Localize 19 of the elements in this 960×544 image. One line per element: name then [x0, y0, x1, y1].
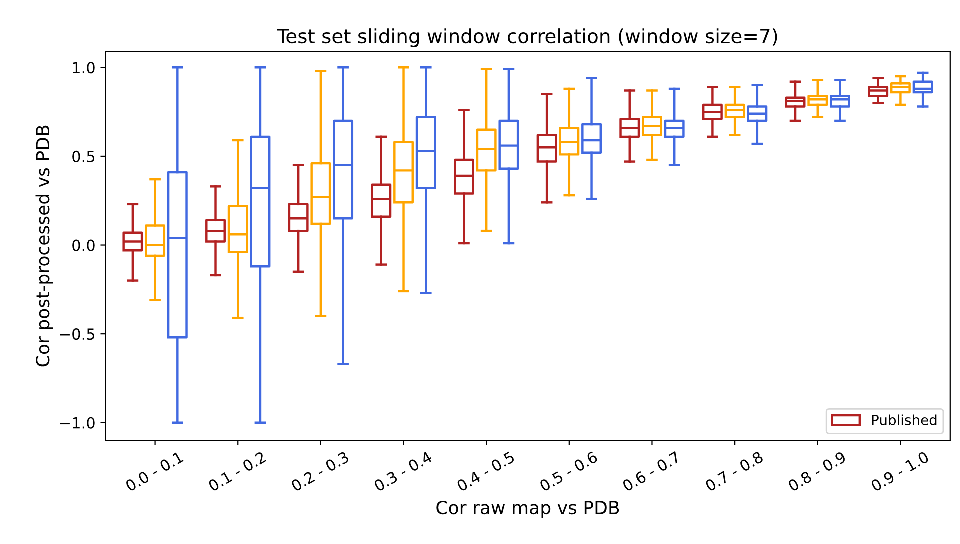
x-tick-label: 0.7 - 0.8	[704, 451, 764, 492]
y-tick-label: 1.0	[73, 62, 95, 74]
x-tick-label: 0.1 - 0.2	[208, 451, 267, 492]
x-tick-label: 0.3 - 0.4	[373, 451, 433, 492]
y-axis-title: Cor post-processed vs PDB	[36, 126, 54, 367]
y-tick-label: 0.0	[72, 240, 95, 252]
y-tick-label: −1.0	[60, 417, 95, 429]
chart-title: Test set sliding window correlation (window size=7)	[277, 28, 778, 48]
legend-label: Published	[872, 414, 937, 426]
x-tick-label: 0.4 - 0.5	[456, 451, 516, 492]
x-axis-title: Cor raw map vs PDB	[436, 500, 620, 518]
x-tick-label: 0.6 - 0.7	[622, 451, 681, 492]
y-tick-label: 0.5	[72, 150, 95, 162]
x-tick-label: 0.8 - 0.9	[788, 451, 847, 492]
x-tick-label: 0.2 - 0.3	[290, 451, 350, 492]
x-tick-label: 0.9 - 1.0	[870, 451, 930, 492]
y-tick-label: −0.5	[60, 328, 95, 340]
x-tick-label: 0.5 - 0.6	[539, 451, 598, 492]
x-tick-label: 0.0 - 0.1	[124, 451, 184, 492]
